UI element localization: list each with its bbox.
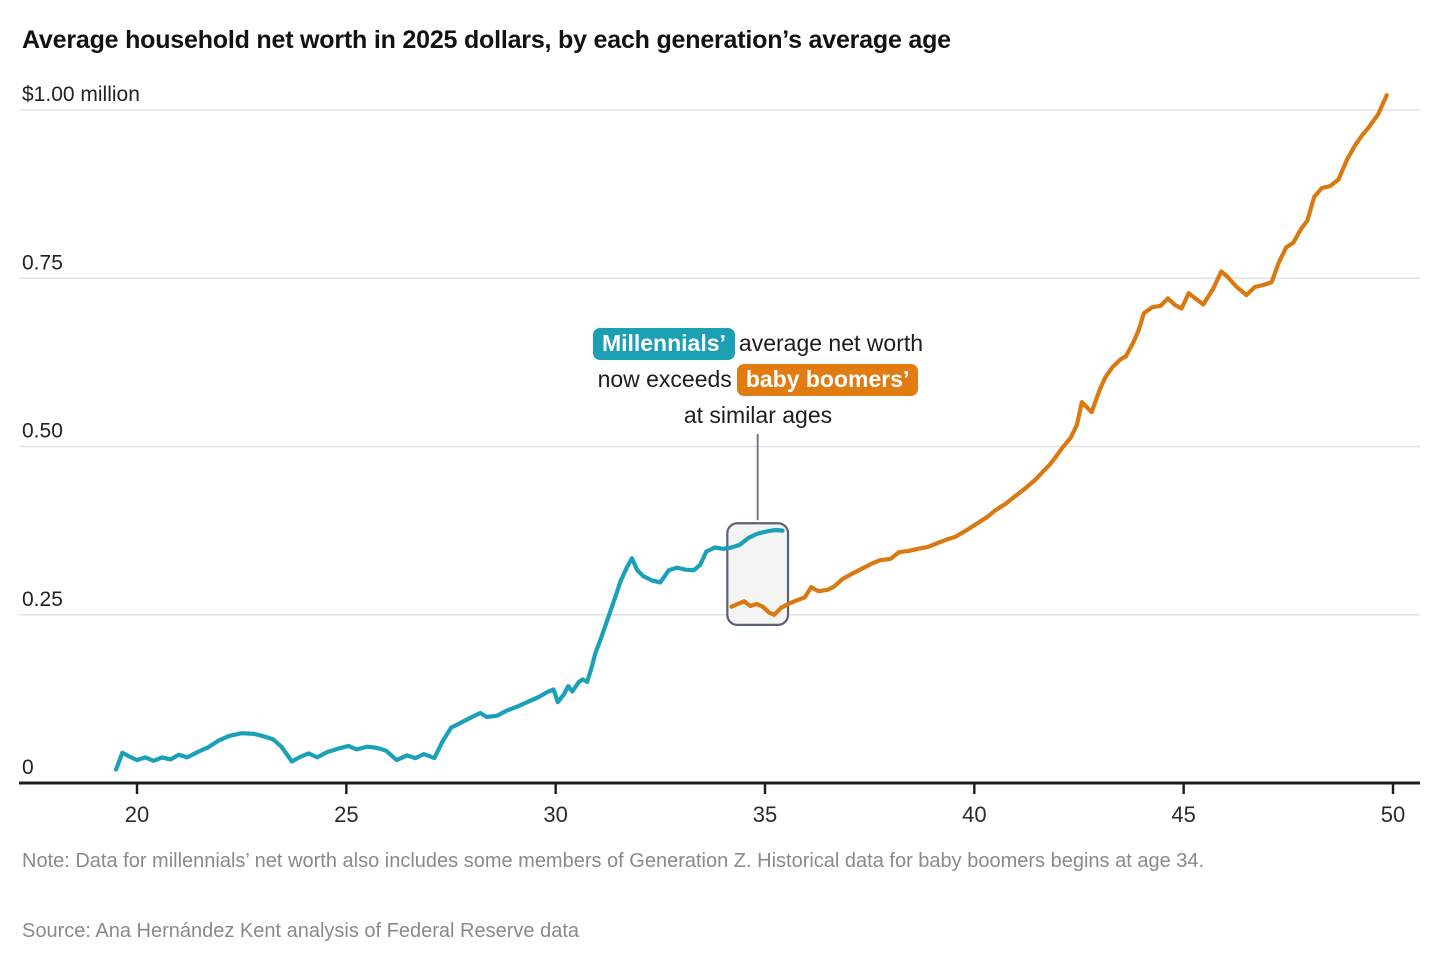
x-axis-label-35: 35 [753, 802, 777, 827]
line-baby-boomers [729, 93, 1389, 617]
highlight-box [726, 522, 790, 626]
x-axis-label-40: 40 [962, 802, 986, 827]
baby-boomers-badge: baby boomers’ [736, 364, 919, 396]
x-axis-label-45: 45 [1171, 802, 1195, 827]
annotation-line-2: now exceeds baby boomers’ [478, 361, 1038, 397]
annotation-line-2-text: now exceeds [597, 366, 732, 392]
x-axis-label-50: 50 [1381, 802, 1405, 827]
y-axis-label-0.5: 0.50 [22, 420, 63, 443]
x-axis-label-20: 20 [125, 802, 149, 827]
annotation-line-1-text: average net worth [738, 330, 924, 356]
source-text: Source: Ana Hernández Kent analysis of F… [22, 920, 579, 942]
y-axis-label-1: $1.00 million [22, 83, 140, 106]
note-text: Note: Data for millennials’ net worth al… [22, 850, 1205, 872]
x-axis-label-25: 25 [334, 802, 358, 827]
annotation-callout: Millennials’ average net worth now exceed… [478, 325, 1038, 433]
line-millennials [114, 527, 785, 772]
chart-title: Average household net worth in 2025 doll… [22, 26, 951, 54]
x-axis-label-30: 30 [543, 802, 567, 827]
y-axis-label-0.25: 0.25 [22, 588, 63, 611]
annotation-line-3: at similar ages [683, 402, 833, 428]
annotation-line-1: Millennials’ average net worth [478, 325, 1038, 361]
y-axis-label-0: 0 [22, 756, 34, 779]
y-axis-label-0.75: 0.75 [22, 251, 63, 274]
millennials-badge: Millennials’ [592, 328, 735, 360]
